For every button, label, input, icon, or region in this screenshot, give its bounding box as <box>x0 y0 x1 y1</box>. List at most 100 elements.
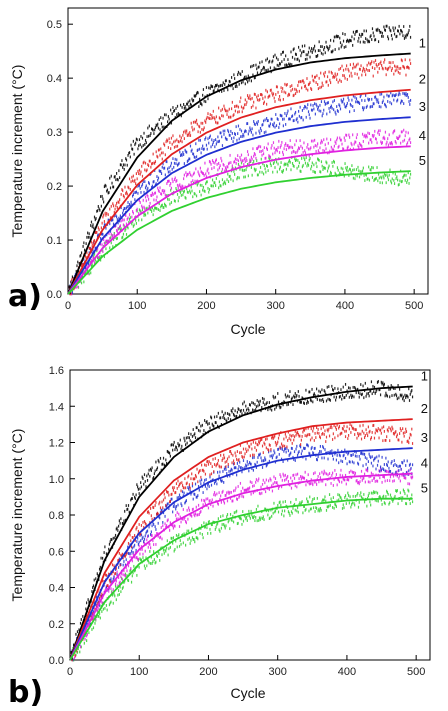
panel-b-series-3-point <box>262 459 264 463</box>
panel-a-series-4-point <box>250 159 252 163</box>
panel-a-series-5-point <box>370 168 372 172</box>
panel-b-series-4-point <box>340 468 342 472</box>
panel-a-series-4-point <box>381 142 383 145</box>
panel-a-series-1-point <box>212 89 214 93</box>
panel-b-series-2-point <box>212 457 214 461</box>
panel-b-series-1-point <box>188 436 191 440</box>
panel-b-series-1-point <box>269 407 271 411</box>
panel-a-series-1-point <box>109 186 112 190</box>
panel-b-series-4-point <box>381 480 383 484</box>
panel-b-series-3-point <box>352 453 354 456</box>
panel-b-series-5-point <box>407 488 409 492</box>
panel-a-series-1-point <box>99 208 101 212</box>
panel-a-series-2-point <box>170 136 173 140</box>
panel-a-series-1-point <box>133 152 135 156</box>
panel-b-series-5-point <box>210 523 213 527</box>
panel-b-series-2-point <box>218 464 220 468</box>
panel-b-series-1-point <box>371 392 373 396</box>
panel-a-series-2-point <box>117 200 119 204</box>
panel-b-series-3-point <box>168 507 170 511</box>
panel-a-series-3-point <box>377 101 380 105</box>
panel-a-series-2-point <box>128 177 131 181</box>
panel-a-series-4-point <box>343 136 345 140</box>
panel-b-series-3-point <box>220 479 223 483</box>
panel-a-series-3-point <box>101 232 103 236</box>
panel-a-series-4-point <box>402 139 404 143</box>
panel-a-series-4-point <box>352 133 354 137</box>
panel-a-series-1-point <box>316 55 318 58</box>
panel-b-series-4-point <box>242 495 245 499</box>
panel-b-series-5-point <box>303 505 305 508</box>
panel-b-series-2-point <box>195 475 197 479</box>
panel-a-series-3-point <box>393 94 396 98</box>
panel-b-series-2-point <box>229 449 232 453</box>
panel-a-series-2-point <box>340 80 342 83</box>
panel-b-series-4-point <box>331 474 333 477</box>
panel-a-series-3-point <box>191 148 193 152</box>
panel-b-series-4-point <box>194 512 197 516</box>
panel-b-series-5-point <box>387 492 389 496</box>
panel-a-series-1-point <box>87 231 89 235</box>
panel-a-series-4-point <box>127 216 129 220</box>
panel-b-series-1-point <box>165 458 167 462</box>
panel-a-series-5-point <box>109 236 112 240</box>
panel-b-series-1-point <box>274 407 276 411</box>
panel-a-series-2-point <box>122 189 124 193</box>
panel-b-series-1-point <box>104 545 106 549</box>
panel-b-series-5-point <box>118 589 120 592</box>
panel-a-series-3-point <box>127 201 129 204</box>
panel-b-series-5-point <box>109 601 111 605</box>
panel-b-series-3-point <box>160 508 162 512</box>
panel-b-series-2-point <box>282 444 284 448</box>
panel-a-series-1-point <box>88 232 90 236</box>
panel-a-series-1-point <box>325 40 327 44</box>
panel-a-series-5-point <box>121 236 123 240</box>
panel-a-series-2-point <box>326 75 329 79</box>
panel-b-series-4-point <box>383 475 385 479</box>
panel-a-series-5-point <box>278 167 281 171</box>
panel-b-series-2-point <box>295 433 297 437</box>
panel-b-series-5-point <box>149 562 152 565</box>
panel-b-series-1-point <box>144 480 146 483</box>
panel-b-series-2-point <box>363 431 365 435</box>
panel-b-series-4-point <box>186 508 188 512</box>
panel-a-series-5-point <box>147 211 149 215</box>
panel-a-series-3-point <box>313 107 315 111</box>
panel-b-series-5-point <box>186 529 188 533</box>
panel-b-series-5-point <box>118 593 120 596</box>
panel-b-series-2-point <box>233 462 235 465</box>
panel-a-series-1-point <box>91 225 93 229</box>
panel-b-series-5-point <box>223 523 225 526</box>
panel-b-series-3-point <box>307 444 309 448</box>
panel-b-series-1-point <box>245 408 248 412</box>
panel-b-series-4-point <box>367 480 369 484</box>
panel-a-series-3-point <box>352 94 355 98</box>
panel-a-series-5-point <box>367 177 369 181</box>
panel-b-series-2-point <box>307 426 309 430</box>
panel-b-series-3-point <box>234 466 236 469</box>
panel-a-series-4-point <box>321 140 323 144</box>
panel-a-series-1-point <box>205 86 208 89</box>
panel-b-series-3-point <box>237 467 239 471</box>
panel-b-series-2-point <box>399 427 401 430</box>
panel-b-series-5-point <box>236 509 238 513</box>
panel-a-series-1-point <box>385 24 387 28</box>
panel-a-series-5-point <box>179 189 181 193</box>
panel-a-series-3-point <box>105 226 107 230</box>
panel-b-series-5-point <box>277 504 279 507</box>
panel-a-series-1-point <box>327 48 329 52</box>
panel-b-series-5-point <box>353 501 355 505</box>
panel-a-series-4-point <box>216 163 218 166</box>
panel-b-series-4-point <box>240 490 242 493</box>
panel-b-series-2-point <box>209 473 211 477</box>
panel-b-series-5-point <box>397 502 399 506</box>
panel-a-series-1-point <box>260 69 262 72</box>
panel-a-series-4-point <box>119 225 121 229</box>
panel-a-series-1-point <box>103 200 105 204</box>
panel-a-series-4-point <box>138 212 140 215</box>
panel-b-series-5-point <box>227 520 229 524</box>
panel-a-series-3-point <box>138 184 140 188</box>
panel-b-series-1-point <box>369 390 371 393</box>
panel-a-series-4-point <box>293 150 295 154</box>
panel-a-series-4-point <box>336 136 339 140</box>
